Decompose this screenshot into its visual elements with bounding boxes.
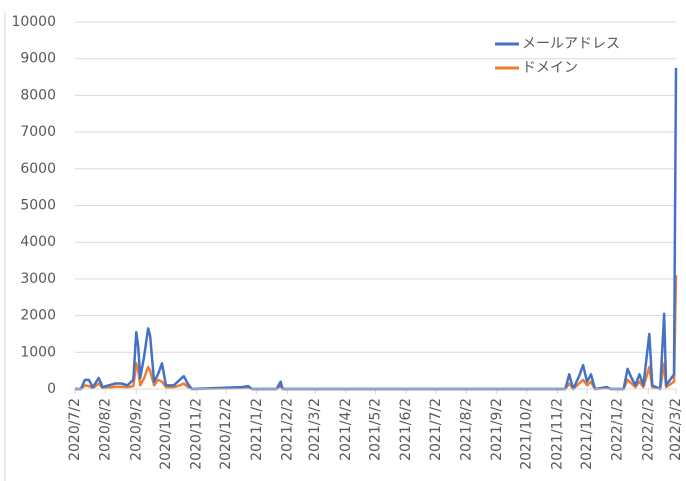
x-tick-label: 2021/11/2 [549, 398, 565, 470]
x-tick-label: 2021/4/2 [338, 398, 354, 461]
x-tick-label: 2020/12/2 [218, 398, 234, 470]
x-tick-label: 2021/12/2 [579, 398, 595, 470]
y-tick-label: 7000 [20, 124, 56, 140]
data-line [75, 67, 678, 391]
y-tick-label: 1000 [20, 344, 56, 360]
x-tick-label: 2021/10/2 [519, 398, 535, 470]
x-tick-label: 2022/3/2 [668, 398, 684, 461]
y-tick-label: 6000 [20, 161, 56, 177]
y-tick-label: 3000 [20, 271, 56, 287]
x-tick-label: 2022/2/2 [640, 398, 656, 461]
x-tick-label: 2020/8/2 [98, 398, 114, 461]
x-tick-label: 2020/9/2 [128, 398, 144, 461]
x-tick-label: 2021/5/2 [368, 398, 384, 461]
x-tick-label: 2021/7/2 [428, 398, 444, 461]
x-tick-label: 2021/9/2 [489, 398, 505, 461]
y-tick-label: 8000 [20, 87, 56, 103]
y-tick-label: 9000 [20, 51, 56, 67]
legend-label: メールアドレス [522, 36, 620, 52]
x-tick-label: 2020/10/2 [158, 398, 174, 470]
y-tick-label: 5000 [20, 198, 56, 214]
x-tick-label: 2021/1/2 [249, 398, 265, 461]
x-tick-label: 2021/3/2 [307, 398, 323, 461]
legend-label: ドメイン [522, 60, 578, 76]
y-tick-label: 10000 [11, 14, 56, 30]
x-tick-label: 2021/6/2 [398, 398, 414, 461]
x-tick-label: 2021/8/2 [458, 398, 474, 461]
x-tick-label: 2020/11/2 [189, 398, 205, 470]
x-tick-label: 2022/1/2 [610, 398, 626, 461]
y-tick-label: 4000 [20, 234, 56, 250]
x-tick-label: 2020/7/2 [67, 398, 83, 461]
data-line [75, 275, 678, 391]
x-tick-label: 2021/2/2 [280, 398, 296, 461]
y-tick-label: 0 [47, 381, 56, 397]
y-tick-label: 2000 [20, 308, 56, 324]
